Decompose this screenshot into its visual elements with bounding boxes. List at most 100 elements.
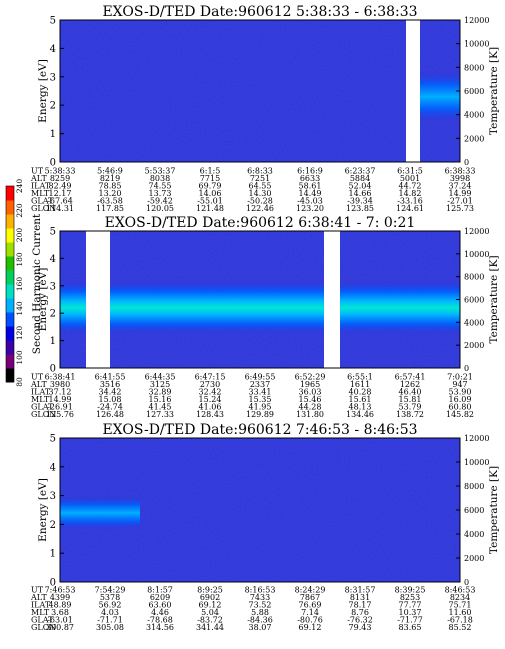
y2-tick-label: 2000 xyxy=(464,134,484,143)
spectrogram-panel-3: EXOS-D/TED Date:960612 7:46:53 - 8:46:53… xyxy=(30,422,500,632)
y2-tick-label: 12000 xyxy=(464,227,489,236)
orbit-value: 78.17 xyxy=(349,601,372,610)
orbit-value: 32.42 xyxy=(199,388,222,397)
orbit-value: 60.80 xyxy=(449,403,472,412)
orbit-value: 64.55 xyxy=(249,182,272,191)
orbit-value: 14.06 xyxy=(199,189,222,198)
orbit-value: 85.52 xyxy=(449,623,472,632)
y2-tick-label: 6000 xyxy=(464,296,484,305)
orbit-value: -84.36 xyxy=(247,616,273,625)
colorbar-tick-label: 200 xyxy=(15,228,24,243)
orbit-value: 3516 xyxy=(100,380,120,389)
y-tick-label: 5 xyxy=(50,16,56,27)
colorbar: 80 100 120 140 160 180 200 220 240 Second Harmoni… xyxy=(5,179,43,387)
orbit-value: 15.16 xyxy=(149,395,172,404)
orbit-value: 14.49 xyxy=(299,189,322,198)
emission-band xyxy=(420,71,460,123)
orbit-value: 6:44:35 xyxy=(145,373,176,382)
orbit-value: 6:47:15 xyxy=(195,373,226,382)
orbit-value: 5:46:9 xyxy=(97,167,123,176)
orbit-value: 82.49 xyxy=(49,182,72,191)
orbit-value: 13.20 xyxy=(99,189,122,198)
orbit-value: 2730 xyxy=(200,380,220,389)
orbit-value: 15.35 xyxy=(249,395,272,404)
orbit-value: 6:41:55 xyxy=(95,373,126,382)
orbit-value: 75.71 xyxy=(449,601,472,610)
orbit-value: 4399 xyxy=(50,593,70,602)
colorbar-frame xyxy=(5,185,15,383)
colorbar-tick-label: 100 xyxy=(15,350,24,365)
orbit-value: 15.81 xyxy=(399,395,422,404)
orbit-value: -76.32 xyxy=(347,616,373,625)
panel-title: EXOS-D/TED Date:960612 7:46:53 - 8:46:53 xyxy=(102,422,417,438)
orbit-value: 8038 xyxy=(150,174,170,183)
orbit-value: 125.76 xyxy=(46,410,74,419)
orbit-value: 947 xyxy=(452,380,467,389)
orbit-value: -83.72 xyxy=(197,616,223,625)
orbit-value: 14.99 xyxy=(449,189,472,198)
orbit-value: -33.16 xyxy=(397,197,423,206)
orbit-value: 36.03 xyxy=(299,388,322,397)
colorbar-tick-label: 160 xyxy=(15,277,24,292)
data-gap xyxy=(86,231,110,368)
orbit-value: 34.42 xyxy=(99,388,122,397)
orbit-value: 40.28 xyxy=(349,388,372,397)
orbit-value: -24.74 xyxy=(97,403,123,412)
y2-tick-label: 6000 xyxy=(464,506,484,515)
colorbar-segment xyxy=(6,284,14,299)
colorbar-tick-label: 240 xyxy=(15,179,24,194)
orbit-value: 125.73 xyxy=(446,204,474,213)
y-tick-label: 3 xyxy=(50,491,56,502)
orbit-value: 37.12 xyxy=(49,388,72,397)
orbit-row-name: ILAT xyxy=(31,601,51,610)
colorbar-tick-label: 220 xyxy=(15,203,24,218)
orbit-value: 14.30 xyxy=(249,189,272,198)
orbit-value: 128.43 xyxy=(196,410,224,419)
y-tick-label: 3 xyxy=(50,72,56,83)
orbit-row-name: MLT xyxy=(31,608,50,617)
orbit-value: -71.77 xyxy=(397,616,423,625)
orbit-value: 69.12 xyxy=(299,623,322,632)
orbit-value: 121.48 xyxy=(196,204,224,213)
orbit-value: 16.09 xyxy=(449,395,472,404)
orbit-value: 13.73 xyxy=(149,189,172,198)
orbit-value: 78.85 xyxy=(99,182,122,191)
orbit-value: 126.48 xyxy=(96,410,124,419)
orbit-value: 8253 xyxy=(400,593,420,602)
orbit-value: 6209 xyxy=(150,593,170,602)
orbit-value: 6:38:33 xyxy=(445,167,476,176)
orbit-value: 8:24:29 xyxy=(295,586,326,595)
y2-axis-label: Temperature [K] xyxy=(488,255,500,343)
colorbar-label: Second Harmonic Current xyxy=(31,213,43,354)
orbit-value: -26.91 xyxy=(47,403,73,412)
orbit-value: 12.17 xyxy=(49,189,72,198)
orbit-value: 8:1:57 xyxy=(147,586,173,595)
orbit-value: 41.06 xyxy=(199,403,222,412)
orbit-value: 38.07 xyxy=(249,623,272,632)
orbit-value: 14.99 xyxy=(49,395,72,404)
orbit-value: 8:39:25 xyxy=(395,586,426,595)
orbit-value: 2337 xyxy=(250,380,270,389)
orbit-value: 7.14 xyxy=(301,608,319,617)
orbit-row-name: UT xyxy=(31,373,44,382)
orbit-value: 32.89 xyxy=(149,388,172,397)
orbit-value: 145.82 xyxy=(446,410,474,419)
orbit-row-name: GLAT xyxy=(31,616,54,625)
orbit-value: 44.72 xyxy=(399,182,422,191)
y-axis-label: Energy [eV] xyxy=(37,59,49,123)
colorbar-tick-label: 140 xyxy=(15,301,24,316)
orbit-value: 127.33 xyxy=(146,410,174,419)
orbit-value: -71.71 xyxy=(97,616,123,625)
y2-tick-label: 4000 xyxy=(464,530,484,539)
colorbar-segment xyxy=(6,298,14,313)
y-axis-label: Energy [eV] xyxy=(37,478,49,542)
orbit-value: 6:52:29 xyxy=(295,373,326,382)
orbit-value: 1611 xyxy=(350,380,370,389)
orbit-value: 48.89 xyxy=(49,601,72,610)
colorbar-tick-label: 180 xyxy=(15,252,24,267)
orbit-value: 120.05 xyxy=(146,204,174,213)
orbit-value: 5.04 xyxy=(201,608,219,617)
colorbar-segment xyxy=(6,270,14,285)
orbit-value: 134.46 xyxy=(346,410,374,419)
orbit-value: 8:31:57 xyxy=(345,586,376,595)
